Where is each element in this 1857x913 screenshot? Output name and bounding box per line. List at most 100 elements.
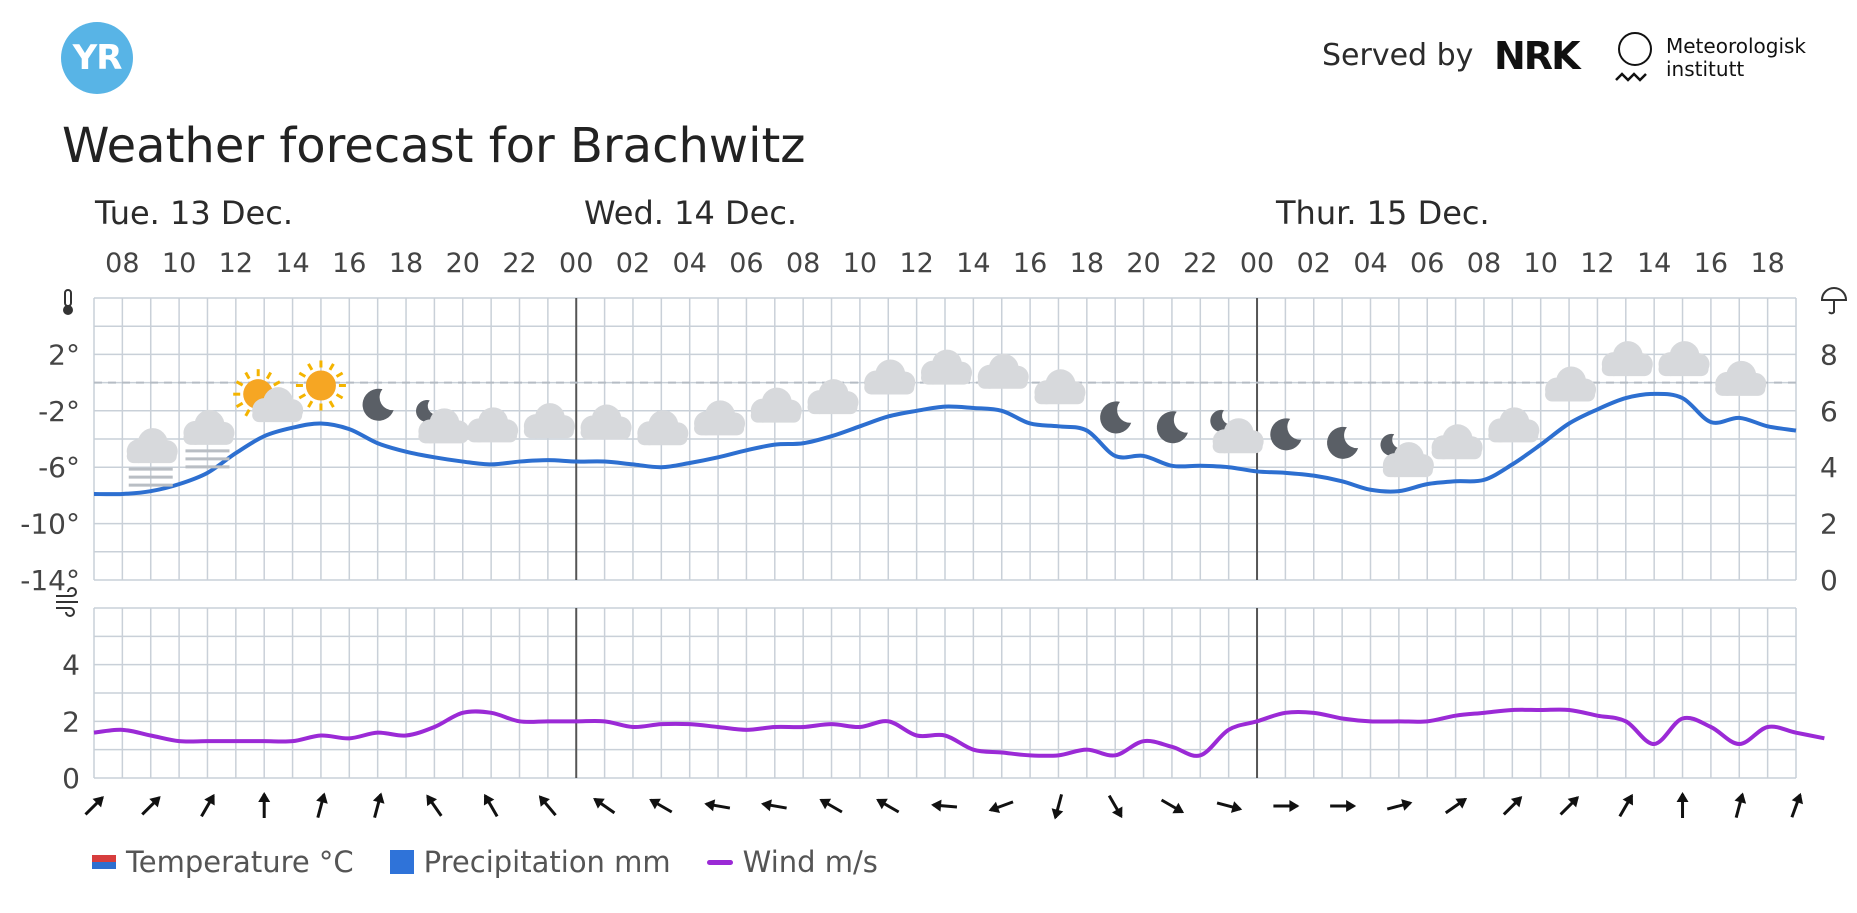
cloud-icon — [467, 407, 519, 443]
day-label: Tue. 13 Dec. — [94, 194, 293, 232]
hour-tick-label: 14 — [275, 248, 309, 279]
fog-cloud-icon — [126, 428, 178, 487]
day-label: Thur. 15 Dec. — [1275, 194, 1490, 232]
wind-direction-arrow-icon — [761, 799, 787, 812]
clear-night-moon-icon — [1100, 401, 1132, 434]
hour-tick-label: 18 — [1750, 248, 1784, 279]
legend-wind-swatch — [706, 859, 733, 865]
nrk-logo[interactable]: NRK — [1494, 34, 1581, 78]
legend-wind-label: Wind m/s — [742, 845, 878, 879]
precip-axis-label: 0 — [1820, 564, 1838, 597]
clear-night-moon-icon — [1156, 411, 1188, 444]
hour-tick-label: 02 — [1297, 248, 1331, 279]
fog-cloud-icon — [183, 409, 235, 469]
hour-tick-label: 16 — [1013, 248, 1047, 279]
wind-direction-arrow-icon — [538, 795, 557, 817]
wind-direction-arrow-icon — [1502, 796, 1523, 816]
cloud-icon — [694, 400, 746, 436]
hour-tick-label: 20 — [446, 248, 480, 279]
hour-tick-label: 00 — [559, 248, 593, 279]
hour-tick-label: 06 — [729, 248, 763, 279]
served-by-label: Served by — [1322, 38, 1474, 73]
wind-direction-arrow-icon — [426, 794, 443, 817]
hour-tick-label: 00 — [1240, 248, 1274, 279]
hour-tick-label: 16 — [332, 248, 366, 279]
hour-tick-label: 08 — [1467, 248, 1501, 279]
wind-axis-label: 4 — [62, 649, 80, 682]
hour-tick-label: 20 — [1126, 248, 1160, 279]
wind-direction-arrow-icon — [1107, 794, 1123, 819]
hour-tick-label: 04 — [673, 248, 707, 279]
precip-axis-label: 6 — [1820, 395, 1838, 428]
cloud-icon — [1658, 341, 1710, 377]
precip-axis-label: 8 — [1820, 338, 1838, 371]
hour-tick-label: 14 — [1637, 248, 1671, 279]
cloud-icon — [637, 410, 689, 446]
legend-temperature-label: Temperature °C — [126, 845, 354, 879]
legend-precipitation[interactable]: Precipitation mm — [389, 845, 671, 879]
cloud-icon — [1545, 366, 1597, 402]
hour-tick-label: 12 — [219, 248, 253, 279]
clear-night-moon-icon — [1327, 426, 1359, 459]
yr-logo-text: YR — [72, 38, 123, 78]
clear-night-moon-icon — [1270, 418, 1302, 451]
met-logo-line1: Meteorologisk — [1666, 34, 1807, 58]
clear-sun-icon — [295, 360, 346, 411]
met-logo-text[interactable]: Meteorologisk institutt — [1666, 35, 1806, 81]
hour-tick-label: 04 — [1353, 248, 1387, 279]
temp-axis-label: 2° — [48, 338, 80, 371]
cloud-icon — [977, 353, 1029, 389]
partly-cloudy-day-icon — [233, 369, 304, 423]
wind-direction-arrow-icon — [1160, 798, 1185, 814]
hour-tick-label: 12 — [1580, 248, 1614, 279]
chart-legend: Temperature °C Precipitation mm Wind m/s — [92, 845, 914, 879]
cloud-icon — [1488, 407, 1540, 443]
met-logo-circle-icon — [1618, 32, 1652, 66]
wind-axis-label: 2 — [62, 705, 80, 738]
partly-cloudy-night-icon — [1210, 409, 1264, 454]
cloud-icon — [1034, 369, 1086, 405]
wind-direction-arrow-icon — [819, 798, 843, 814]
page-title: Weather forecast for Brachwitz — [62, 118, 806, 174]
wind-direction-arrow-icon — [372, 792, 385, 818]
wind-icon — [56, 587, 78, 617]
temp-axis-label: -14° — [20, 564, 80, 597]
wind-direction-arrow-icon — [1734, 792, 1747, 818]
wind-direction-arrow-icon — [1051, 794, 1064, 820]
hour-tick-label: 22 — [502, 248, 536, 279]
hour-tick-label: 12 — [899, 248, 933, 279]
thermometer-icon — [63, 289, 73, 315]
wind-direction-arrow-icon — [1216, 801, 1243, 813]
wind-direction-arrow-icon — [593, 797, 616, 815]
clear-night-moon-icon — [362, 388, 394, 421]
wind-direction-arrow-icon — [1676, 792, 1689, 818]
hour-tick-label: 16 — [1694, 248, 1728, 279]
legend-temperature[interactable]: Temperature °C — [92, 845, 354, 879]
cloud-icon — [1431, 424, 1483, 460]
met-logo-wave-icon — [1615, 72, 1647, 82]
precip-axis-label: 4 — [1820, 451, 1838, 484]
wind-direction-arrow-icon — [1330, 800, 1357, 812]
wind-direction-arrow-icon — [258, 792, 271, 818]
legend-precipitation-swatch — [389, 850, 414, 874]
wind-direction-arrow-icon — [1444, 797, 1468, 815]
cloud-icon — [1601, 341, 1653, 377]
met-logo-line2: institutt — [1666, 57, 1745, 81]
wind-direction-arrow-icon — [988, 800, 1014, 814]
hour-tick-label: 18 — [389, 248, 423, 279]
hour-tick-label: 10 — [162, 248, 196, 279]
legend-wind[interactable]: Wind m/s — [706, 845, 878, 879]
temp-axis-label: -6° — [38, 451, 80, 484]
hour-tick-label: 06 — [1410, 248, 1444, 279]
wind-direction-arrow-icon — [1386, 799, 1413, 811]
temp-axis-label: -2° — [38, 395, 80, 428]
cloud-icon — [1715, 360, 1767, 396]
wind-direction-arrow-icon — [649, 798, 673, 814]
wind-direction-arrow-icon — [1559, 796, 1579, 816]
yr-logo[interactable]: YR — [61, 22, 133, 94]
hour-tick-label: 10 — [843, 248, 877, 279]
hour-tick-label: 18 — [1070, 248, 1104, 279]
wind-direction-arrow-icon — [704, 799, 731, 812]
wind-direction-arrow-icon — [931, 799, 958, 812]
